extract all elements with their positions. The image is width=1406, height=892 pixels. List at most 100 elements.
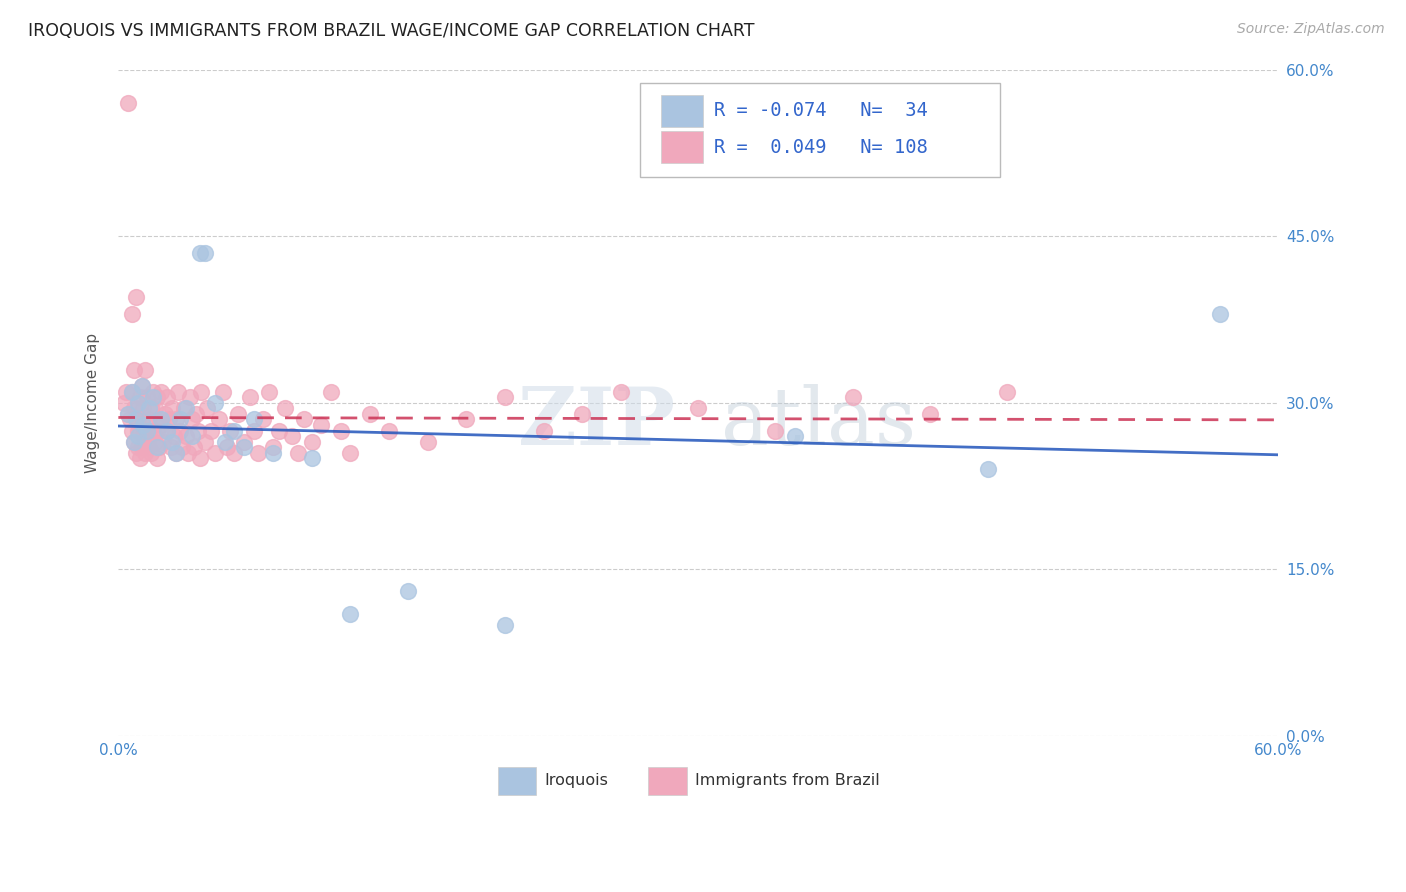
Point [918, 407, 941, 421]
Point [319, 384, 342, 399]
Point [127, 424, 149, 438]
Point [138, 429, 160, 443]
Point [224, 424, 246, 438]
Point [456, 412, 478, 426]
Point [156, 390, 179, 404]
Point [184, 407, 207, 421]
Text: Immigrants from Brazil: Immigrants from Brazil [695, 773, 879, 789]
Point [136, 440, 159, 454]
Point [131, 379, 153, 393]
Point [128, 390, 150, 404]
Point [311, 417, 333, 432]
Point [159, 440, 181, 454]
Point [141, 446, 163, 460]
Point [169, 424, 191, 438]
Point [131, 379, 153, 393]
Point [610, 384, 633, 399]
Point [127, 440, 149, 454]
Point [688, 401, 710, 416]
Point [117, 407, 139, 421]
Point [138, 401, 160, 416]
Point [134, 362, 156, 376]
Text: atlas: atlas [721, 384, 917, 462]
Point [162, 434, 184, 449]
Y-axis label: Wage/Income Gap: Wage/Income Gap [86, 333, 100, 473]
Point [121, 384, 143, 399]
Point [339, 446, 361, 460]
Point [190, 384, 212, 399]
Point [125, 446, 148, 460]
Point [132, 429, 155, 443]
Point [136, 424, 159, 438]
Point [173, 401, 195, 416]
Point [142, 390, 165, 404]
Point [195, 401, 218, 416]
Point [146, 440, 169, 454]
Point [125, 412, 148, 426]
Point [187, 424, 209, 438]
Point [174, 401, 197, 416]
Point [125, 290, 148, 304]
Point [142, 384, 165, 399]
Text: ZIP: ZIP [517, 384, 675, 462]
Point [179, 390, 201, 404]
Point [122, 434, 145, 449]
Point [188, 246, 211, 260]
Point [149, 384, 172, 399]
Point [359, 407, 381, 421]
Point [183, 440, 205, 454]
Point [239, 390, 262, 404]
Point [204, 446, 226, 460]
Point [180, 429, 202, 443]
Point [188, 451, 211, 466]
Point [157, 412, 180, 426]
Point [180, 412, 202, 426]
Point [174, 429, 197, 443]
Point [118, 412, 141, 426]
Point [396, 584, 419, 599]
Point [112, 396, 135, 410]
Point [378, 424, 401, 438]
Point [200, 424, 222, 438]
Point [292, 412, 315, 426]
Point [163, 429, 186, 443]
Point [152, 434, 174, 449]
Point [204, 396, 226, 410]
Point [533, 424, 555, 438]
Point [214, 434, 236, 449]
Point [115, 384, 138, 399]
Point [141, 401, 163, 416]
Point [783, 429, 806, 443]
Point [131, 440, 153, 454]
Point [136, 390, 159, 404]
Point [215, 440, 238, 454]
Point [149, 412, 172, 426]
Point [242, 412, 264, 426]
Point [149, 417, 172, 432]
Point [156, 424, 179, 438]
Point [146, 390, 169, 404]
Point [219, 424, 242, 438]
Point [416, 434, 439, 449]
Point [842, 390, 865, 404]
Point [127, 412, 149, 426]
Point [122, 434, 145, 449]
Point [146, 451, 169, 466]
Point [194, 434, 217, 449]
Point [165, 446, 187, 460]
Point [132, 417, 155, 432]
Point [262, 446, 284, 460]
Point [287, 446, 309, 460]
Point [177, 446, 200, 460]
Point [494, 390, 516, 404]
Point [208, 412, 231, 426]
Point [246, 446, 269, 460]
Point [165, 446, 187, 460]
Text: IROQUOIS VS IMMIGRANTS FROM BRAZIL WAGE/INCOME GAP CORRELATION CHART: IROQUOIS VS IMMIGRANTS FROM BRAZIL WAGE/… [28, 22, 755, 40]
Point [301, 451, 323, 466]
Point [142, 424, 165, 438]
Text: Source: ZipAtlas.com: Source: ZipAtlas.com [1237, 22, 1385, 37]
Point [257, 384, 280, 399]
Point [132, 401, 155, 416]
Point [242, 424, 264, 438]
